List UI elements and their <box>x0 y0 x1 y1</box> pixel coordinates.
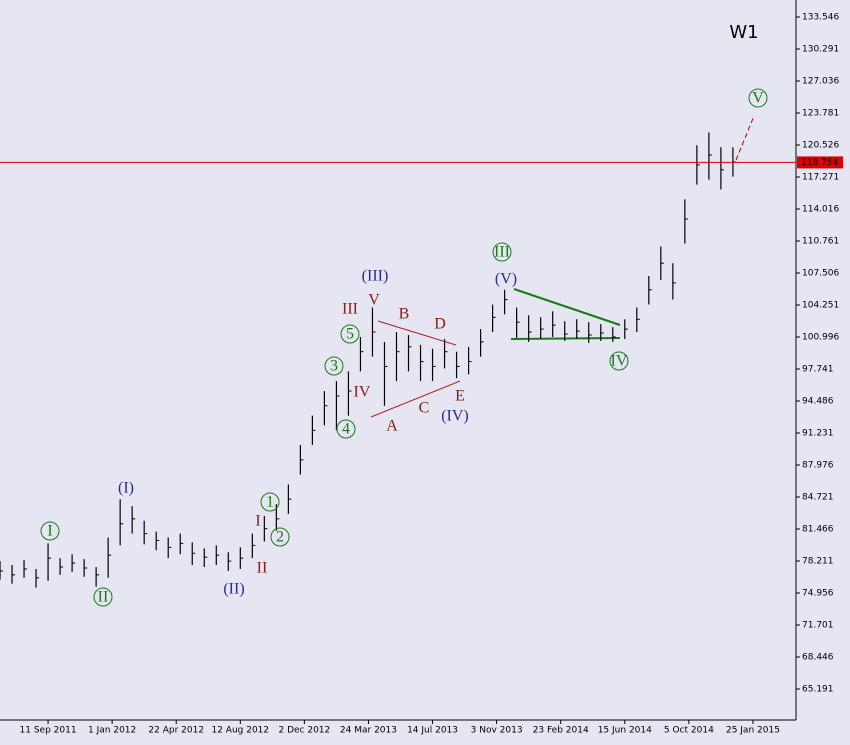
wave-label: 2 <box>276 529 284 546</box>
wave-label: C <box>419 400 430 417</box>
wave-label: V <box>368 292 380 309</box>
last-price-label: 118.754 <box>801 158 838 168</box>
wave-circle <box>40 521 60 541</box>
y-tick-label: 127.036 <box>802 76 839 86</box>
wave-label: V <box>752 90 764 107</box>
wave-label: 1 <box>266 494 274 511</box>
wave-label: 4 <box>342 421 350 438</box>
x-tick-label: 3 Nov 2013 <box>471 726 523 736</box>
y-tick-label: 97.741 <box>802 365 834 375</box>
wave-label: 3 <box>330 358 338 375</box>
trend-line <box>377 320 457 346</box>
wave-label: I <box>47 523 52 540</box>
y-tick-label: 91.231 <box>802 429 834 439</box>
trend-line <box>513 288 621 326</box>
y-tick-label: 110.761 <box>802 236 839 246</box>
y-tick-label: 123.781 <box>802 108 839 118</box>
x-tick-label: 1 Jan 2012 <box>88 726 136 736</box>
x-tick-label: 11 Sep 2011 <box>20 726 77 736</box>
x-tick-label: 12 Aug 2012 <box>211 726 269 736</box>
trend-line <box>510 337 621 340</box>
chart-title: W1 <box>729 22 758 43</box>
trend-line <box>370 380 461 418</box>
wave-label: III <box>342 301 358 318</box>
wave-label: (I) <box>118 480 134 497</box>
y-tick-label: 100.996 <box>802 333 839 343</box>
wave-circle <box>609 351 629 371</box>
wave-circle <box>340 324 360 344</box>
wave-label: B <box>399 306 410 323</box>
wave-circle <box>260 492 280 512</box>
x-tick-label: 14 Jul 2013 <box>407 726 458 736</box>
wave-circle <box>336 419 356 439</box>
wave-label: IV <box>611 353 628 370</box>
y-tick-label: 65.191 <box>802 685 834 695</box>
y-tick-label: 94.486 <box>802 397 834 407</box>
wave-label: II <box>98 589 109 606</box>
y-tick-label: 87.976 <box>802 461 834 471</box>
y-tick-label: 107.506 <box>802 268 839 278</box>
x-tick-label: 15 Jun 2014 <box>598 726 652 736</box>
wave-circle <box>270 527 290 547</box>
wave-circle <box>748 88 768 108</box>
x-tick-label: 23 Feb 2014 <box>533 726 589 736</box>
wave-label: (III) <box>362 268 389 285</box>
y-tick-label: 133.546 <box>802 12 839 22</box>
last-price-box <box>797 156 843 169</box>
wave-label: II <box>257 560 268 577</box>
x-tick-label: 22 Apr 2012 <box>148 726 204 736</box>
y-tick-label: 130.291 <box>802 44 839 54</box>
wave-label: I <box>255 513 260 530</box>
wave-label: III <box>494 244 510 261</box>
wave-label: (IV) <box>441 408 469 425</box>
y-tick-label: 120.526 <box>802 140 839 150</box>
wave-label: (V) <box>495 271 517 288</box>
wave-label: A <box>386 418 398 435</box>
y-tick-label: 71.701 <box>802 621 834 631</box>
wave-label: E <box>455 388 465 405</box>
x-tick-label: 2 Dec 2012 <box>278 726 330 736</box>
wave-circle <box>324 356 344 376</box>
wave-circle <box>93 587 113 607</box>
x-tick-label: 24 Mar 2013 <box>340 726 397 736</box>
y-tick-label: 114.016 <box>802 204 839 214</box>
wave-label: IV <box>354 384 371 401</box>
y-tick-label: 84.721 <box>802 493 834 503</box>
wave-circle <box>492 242 512 262</box>
y-tick-label: 81.466 <box>802 525 834 535</box>
wave-label: (II) <box>223 581 244 598</box>
x-tick-label: 25 Jan 2015 <box>726 726 780 736</box>
y-tick-label: 117.271 <box>802 172 839 182</box>
y-tick-label: 68.446 <box>802 653 834 663</box>
y-tick-label: 74.956 <box>802 589 834 599</box>
x-tick-label: 5 Oct 2014 <box>664 726 714 736</box>
y-tick-label: 78.211 <box>802 557 834 567</box>
wave-label: 5 <box>346 326 354 343</box>
y-tick-label: 104.251 <box>802 300 839 310</box>
wave-label: D <box>434 316 446 333</box>
